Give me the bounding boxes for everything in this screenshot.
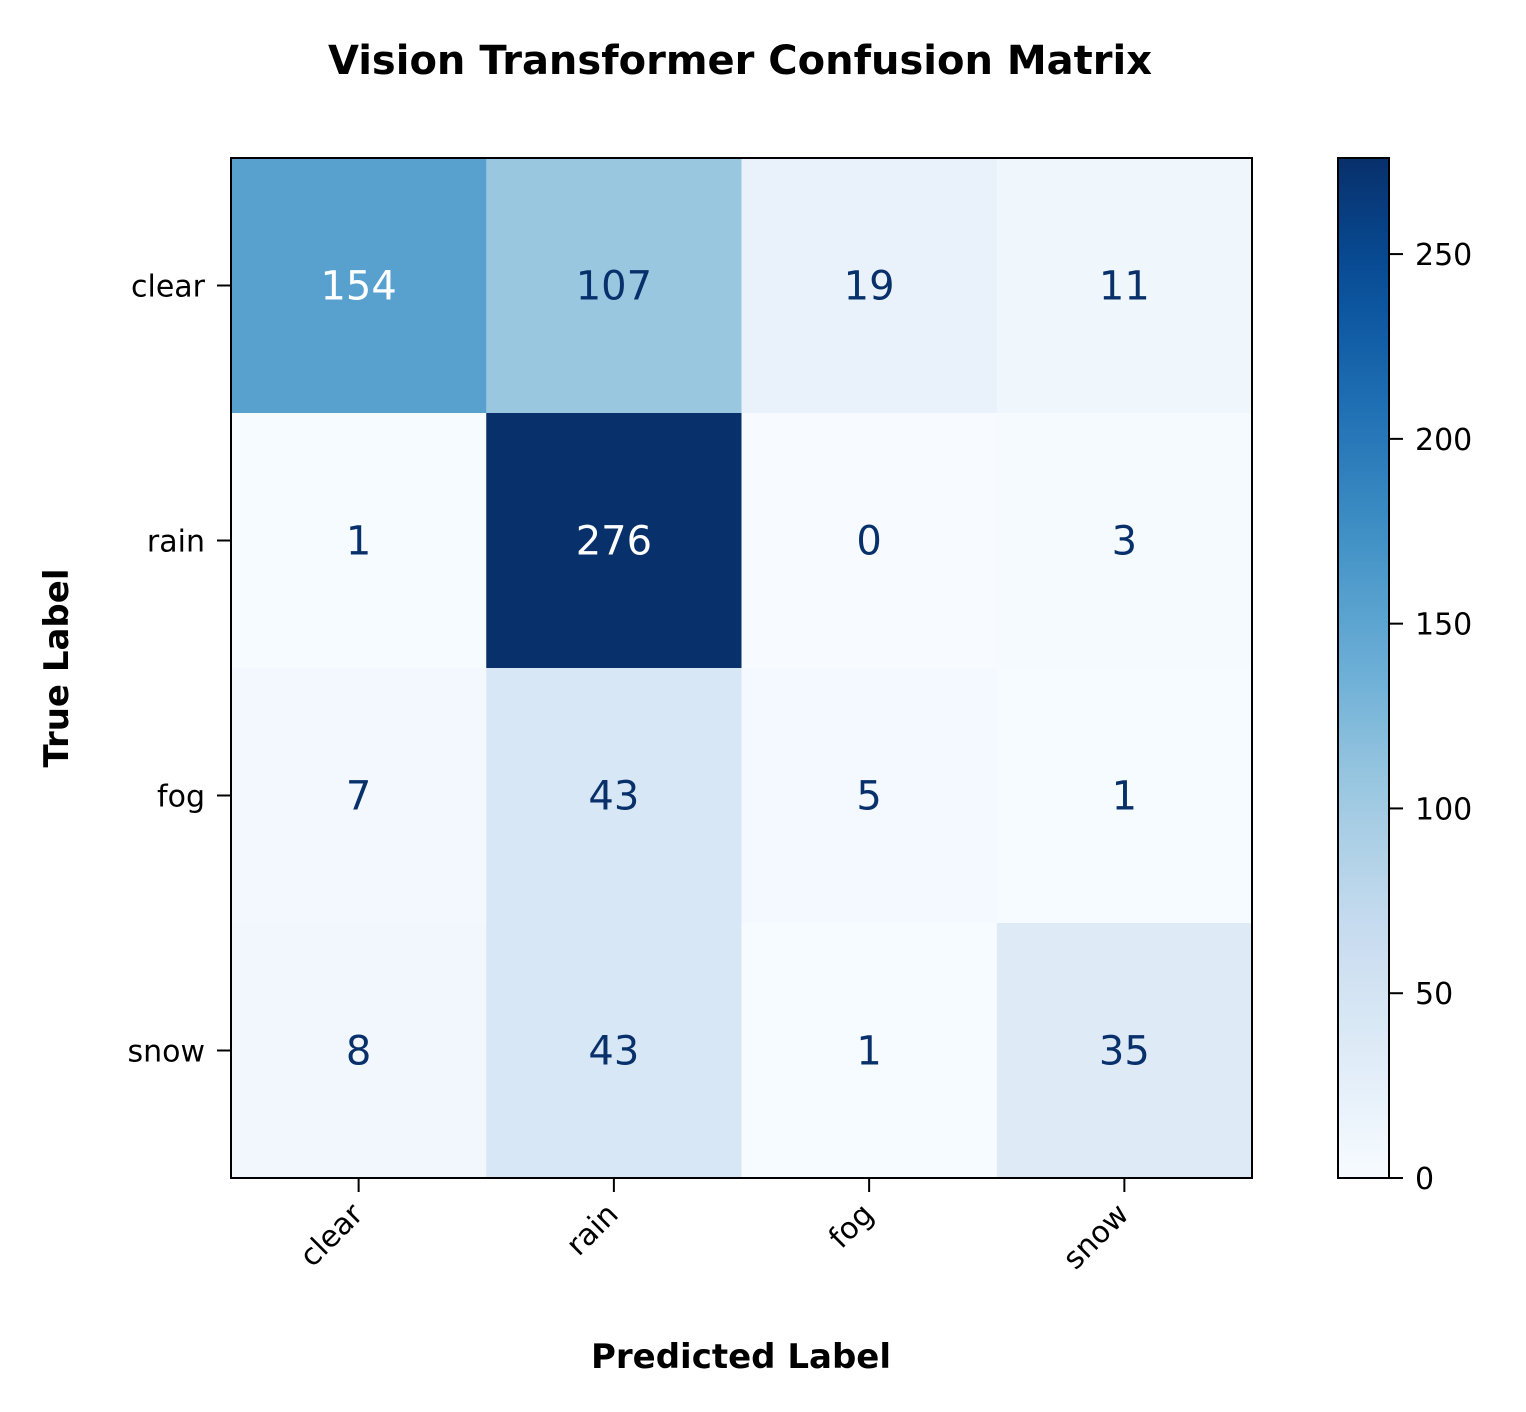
x-axis-ticks: clear rain fog snow bbox=[293, 1178, 1136, 1276]
heatmap-cell bbox=[741, 413, 998, 669]
cell-value-label: 11 bbox=[1099, 264, 1150, 310]
heatmap-cell bbox=[231, 923, 487, 1179]
y-tick-label: snow bbox=[127, 1035, 205, 1070]
x-tick-label: snow bbox=[1056, 1197, 1136, 1277]
heatmap-cell bbox=[231, 413, 487, 669]
cell-value-label: 43 bbox=[588, 774, 639, 820]
cell-value-label: 1 bbox=[1112, 774, 1137, 820]
chart-title: Vision Transformer Confusion Matrix bbox=[328, 38, 1152, 84]
cell-value-label: 7 bbox=[346, 774, 371, 820]
y-tick-label: clear bbox=[131, 270, 206, 305]
x-tick-label: clear bbox=[293, 1196, 371, 1274]
heatmap-cell bbox=[486, 158, 742, 414]
x-tick-label: fog bbox=[822, 1197, 881, 1256]
cell-value-label: 1 bbox=[856, 1029, 881, 1075]
colorbar-tick-label: 100 bbox=[1415, 792, 1472, 827]
heatmap-cell bbox=[996, 923, 1253, 1179]
cell-value-label: 19 bbox=[844, 264, 895, 310]
cell-value-label: 1 bbox=[346, 519, 371, 565]
heatmap-cell bbox=[996, 158, 1253, 414]
heatmap-cell bbox=[486, 668, 742, 924]
cell-value-label: 276 bbox=[576, 519, 652, 565]
colorbar-tick-label: 150 bbox=[1415, 608, 1472, 643]
heatmap-cell bbox=[486, 413, 742, 669]
heatmap-cell bbox=[231, 668, 487, 924]
cell-value-label: 5 bbox=[856, 774, 881, 820]
y-tick-label: fog bbox=[157, 780, 205, 815]
colorbar-tick-label: 50 bbox=[1415, 977, 1453, 1012]
x-axis-label: Predicted Label bbox=[591, 1337, 891, 1377]
y-axis-label: True Label bbox=[37, 569, 77, 768]
colorbar bbox=[1337, 157, 1390, 1179]
cell-value-label: 43 bbox=[588, 1029, 639, 1075]
colorbar-tick-label: 0 bbox=[1415, 1162, 1434, 1197]
cell-value-label: 3 bbox=[1112, 519, 1137, 565]
heatmap-cell bbox=[231, 158, 487, 414]
y-axis-ticks: clear rain fog snow bbox=[127, 270, 231, 1070]
heatmap-cells bbox=[231, 158, 1253, 1179]
heatmap-cell bbox=[741, 923, 998, 1179]
colorbar-tick-label: 250 bbox=[1415, 238, 1472, 273]
cell-value-label: 35 bbox=[1099, 1029, 1150, 1075]
heatmap-cell bbox=[996, 668, 1253, 924]
heatmap-cell bbox=[996, 413, 1253, 669]
cell-value-label: 0 bbox=[856, 519, 881, 565]
y-tick-label: rain bbox=[147, 525, 205, 560]
heatmap-cell bbox=[741, 158, 998, 414]
cell-value-label: 107 bbox=[576, 264, 652, 310]
plot-frame bbox=[230, 157, 1253, 1179]
colorbar-ticks: 0 50 100 150 200 250 bbox=[1389, 238, 1472, 1197]
cell-value-label: 8 bbox=[346, 1029, 371, 1075]
x-tick-label: rain bbox=[560, 1197, 626, 1263]
cell-value-label: 154 bbox=[320, 264, 396, 310]
heatmap-cell-labels: 154 107 19 111 276 0 37 43 5 18 43 1 35 bbox=[320, 264, 1149, 1075]
heatmap-cell bbox=[741, 668, 998, 924]
colorbar-tick-label: 200 bbox=[1415, 423, 1472, 458]
heatmap-cell bbox=[486, 923, 742, 1179]
